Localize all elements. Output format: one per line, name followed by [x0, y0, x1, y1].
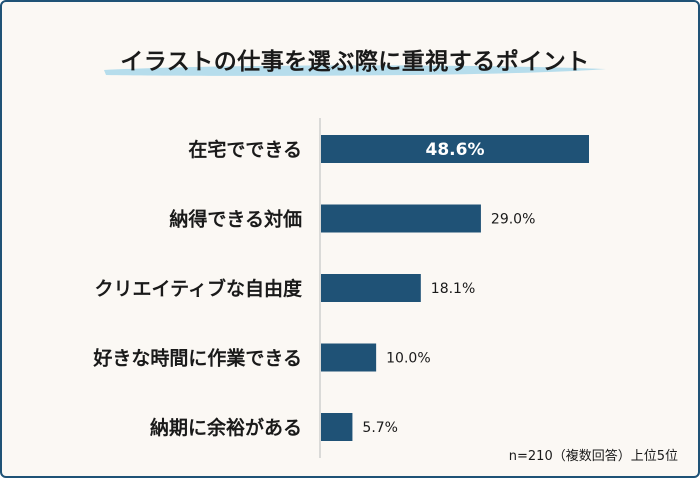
category-label: クリエイティブな自由度 [95, 277, 303, 300]
chart-title-area: イラストの仕事を選ぶ際に重視するポイント [100, 44, 610, 84]
sample-note: n=210（複数回答）上位5位 [508, 449, 678, 464]
title-underline-brush [104, 65, 606, 76]
bar [321, 135, 589, 163]
category-label: 納得できる対価 [169, 208, 302, 231]
data-label: 48.6% [426, 140, 485, 160]
bar [321, 413, 353, 441]
bar [321, 343, 377, 372]
data-label: 10.0% [386, 351, 430, 367]
chart-title: イラストの仕事を選ぶ際に重視するポイント [120, 49, 590, 75]
data-label: 18.1% [431, 281, 475, 297]
bars-group: 在宅でできる 48.6% 納得できる対価 29.0% クリエイティブな自由度 18.1% 好… [92, 135, 589, 441]
category-label: 好きな時間に作業できる [92, 347, 302, 370]
data-label: 29.0% [491, 212, 535, 228]
bar [321, 274, 421, 302]
data-label: 5.7% [362, 420, 398, 436]
category-label: 納期に余裕がある [150, 416, 302, 439]
category-label: 在宅でできる [188, 138, 302, 161]
bar [321, 204, 481, 233]
